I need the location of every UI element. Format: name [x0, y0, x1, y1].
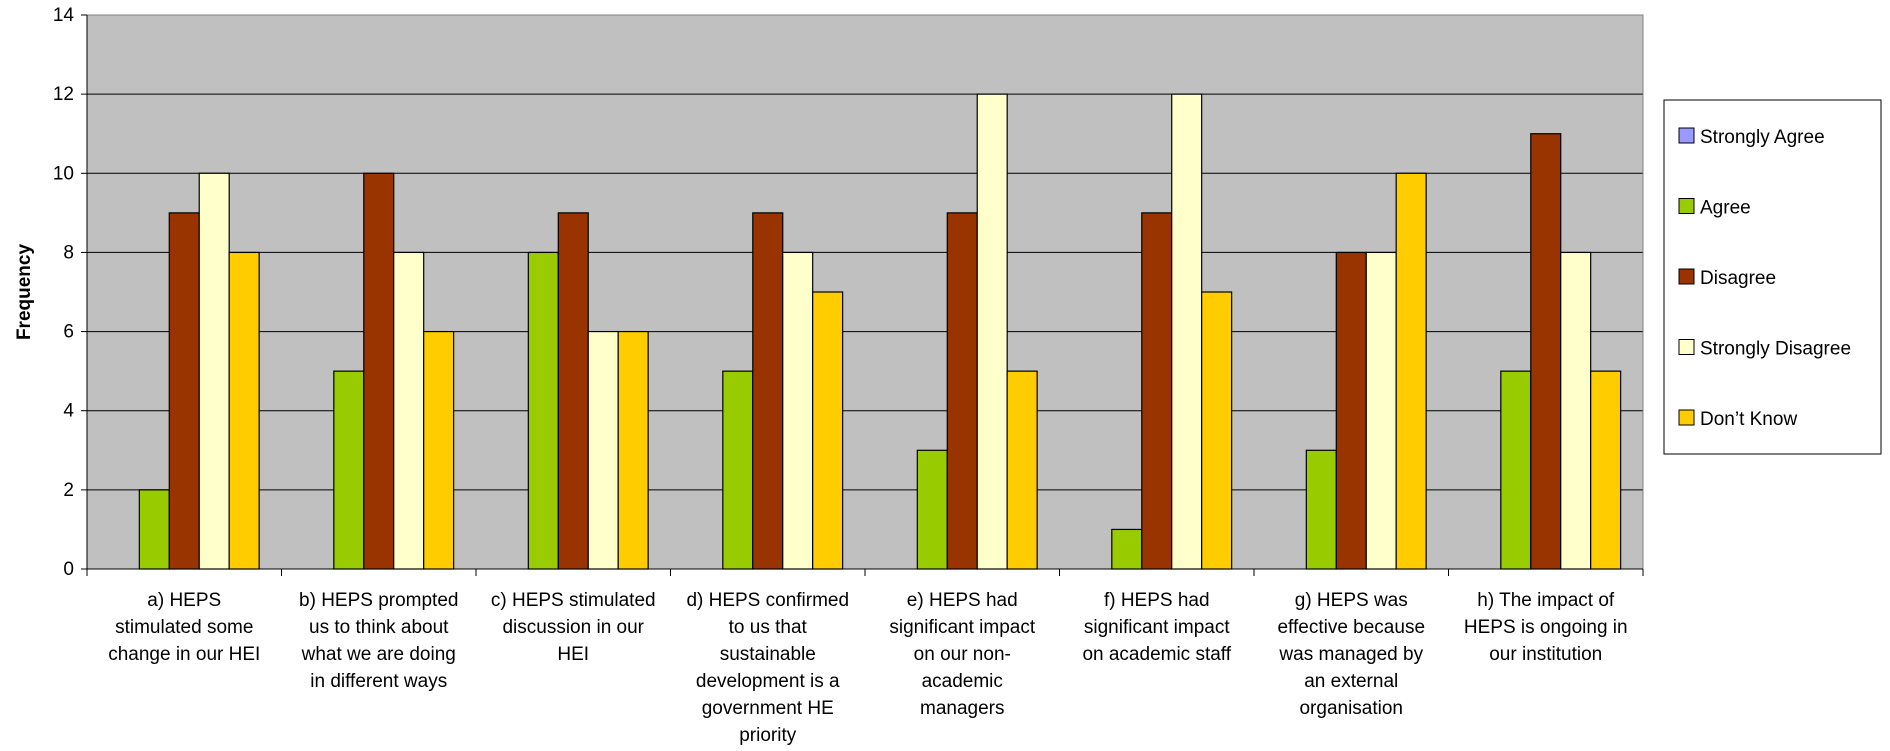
bar-disagree — [1141, 212, 1173, 570]
bar-strongly-disagree — [1365, 251, 1397, 570]
bar-disagree — [1530, 133, 1562, 570]
bar-don-t-know — [423, 330, 455, 570]
x-category-label: b) HEPS prompted us to think about what we… — [299, 590, 458, 692]
y-tick-label: 4 — [63, 401, 74, 422]
y-tick-label: 10 — [53, 163, 74, 184]
y-tick-labels: 0 2 4 6 8 10 12 14 — [53, 5, 75, 580]
x-category-label: c) HEPS stimulated discussion in our HEI — [491, 590, 656, 665]
legend-swatch-don-t-know — [1678, 409, 1695, 426]
bar-strongly-disagree — [1171, 93, 1203, 570]
legend-label-don-t-know: Don’t Know — [1700, 409, 1797, 430]
legend-swatch-disagree — [1678, 268, 1695, 285]
legend: Strongly Agree Agree Disagree Strongly Disa… — [1663, 99, 1882, 455]
bar-disagree — [1335, 251, 1367, 570]
bar-don-t-know — [1201, 291, 1233, 570]
bar-agree — [916, 449, 948, 570]
bar-disagree — [946, 212, 978, 570]
bar-strongly-disagree — [782, 251, 814, 570]
x-tick-labels: a) HEPS stimulated some change in our HEI b… — [108, 590, 1627, 746]
x-category-label: d) HEPS confirmed to us that sustainable de… — [686, 590, 849, 746]
bar-agree — [333, 370, 365, 570]
legend-swatch-strongly-agree — [1678, 127, 1695, 144]
x-category-label: e) HEPS had significant impact on our non-… — [889, 590, 1035, 719]
bar-don-t-know — [228, 251, 260, 570]
bar-agree — [527, 251, 559, 570]
bar-don-t-know — [1590, 370, 1622, 570]
bar-disagree — [363, 172, 395, 570]
bar-don-t-know — [1006, 370, 1038, 570]
y-tick-label: 12 — [53, 84, 74, 105]
bar-strongly-disagree — [393, 251, 425, 570]
bar-don-t-know — [1395, 172, 1427, 570]
bar-agree — [1500, 370, 1532, 570]
bars — [138, 93, 1622, 570]
legend-swatch-strongly-disagree — [1678, 339, 1695, 355]
legend-label-strongly-disagree: Strongly Disagree — [1700, 339, 1851, 360]
x-category-label: h) The impact of HEPS is ongoing in our in… — [1464, 590, 1628, 665]
legend-label-agree: Agree — [1700, 198, 1751, 219]
bar-strongly-disagree — [587, 330, 619, 570]
x-category-label: g) HEPS was effective because was managed … — [1277, 590, 1425, 719]
bar-disagree — [557, 212, 589, 570]
y-axis-label: Frequency — [14, 244, 35, 341]
bar-agree — [722, 370, 754, 570]
legend-label-disagree: Disagree — [1700, 268, 1776, 289]
bar-agree — [1305, 449, 1337, 570]
bar-don-t-know — [812, 291, 844, 570]
bar-agree — [138, 489, 170, 570]
x-category-label: f) HEPS had significant impact on academic… — [1082, 590, 1231, 665]
bar-agree — [1111, 528, 1143, 570]
x-category-label: a) HEPS stimulated some change in our HEI — [108, 590, 260, 665]
bar-strongly-disagree — [976, 93, 1008, 570]
y-tick-label: 2 — [63, 480, 74, 501]
bar-strongly-disagree — [1560, 251, 1592, 570]
bar-disagree — [168, 212, 200, 570]
y-tick-label: 0 — [63, 559, 74, 580]
y-tick-label: 14 — [53, 5, 75, 26]
bar-strongly-disagree — [198, 172, 230, 570]
y-tick-label: 6 — [63, 322, 74, 343]
y-tick-label: 8 — [63, 242, 74, 263]
legend-label-strongly-agree: Strongly Agree — [1700, 127, 1825, 148]
bar-disagree — [752, 212, 784, 570]
axes — [81, 14, 1644, 576]
bar-don-t-know — [617, 330, 649, 570]
legend-swatch-agree — [1678, 198, 1695, 214]
legend-box — [1663, 99, 1882, 455]
